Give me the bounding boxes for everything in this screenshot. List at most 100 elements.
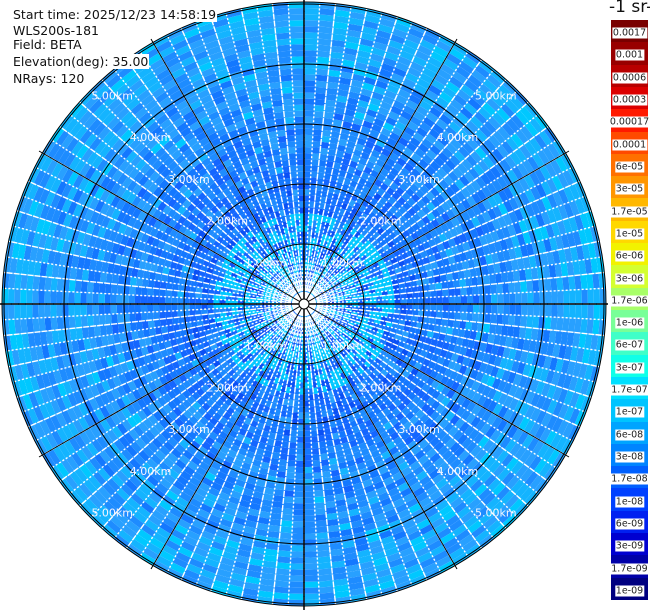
range-gate (277, 550, 291, 558)
range-gate (394, 456, 406, 467)
range-gate (476, 246, 485, 258)
range-gate (62, 278, 70, 292)
range-gate (321, 135, 331, 143)
range-gate (377, 342, 385, 350)
range-gate (371, 361, 380, 369)
range-gate (447, 237, 457, 248)
range-gate (394, 94, 409, 105)
range-gate (343, 355, 350, 363)
range-gate (461, 337, 470, 348)
range-gate (475, 176, 487, 189)
range-gate (351, 73, 365, 83)
range-gate (526, 315, 534, 328)
range-gate (323, 275, 329, 282)
range-gate (452, 166, 464, 179)
range-gate (513, 502, 529, 518)
range-gate (471, 501, 486, 516)
range-gate (463, 424, 475, 437)
range-gate (381, 267, 389, 274)
range-gate (280, 526, 293, 534)
range-gate (447, 425, 459, 438)
range-gate (320, 266, 326, 273)
ray-gap (303, 3, 337, 299)
range-gate (375, 112, 388, 122)
range-gate (384, 89, 398, 100)
range-gate (458, 533, 475, 548)
range-gate (316, 56, 330, 64)
range-gate (357, 374, 365, 383)
range-gate (280, 447, 289, 455)
range-gate (494, 162, 507, 176)
range-gate (419, 556, 436, 569)
range-gate (543, 238, 553, 253)
range-gate (420, 271, 429, 279)
range-gate (391, 471, 404, 482)
range-gate (377, 247, 385, 255)
range-gate (348, 321, 355, 327)
range-gate (338, 336, 345, 343)
range-gate (540, 252, 549, 267)
range-gate (432, 331, 440, 340)
range-gate (385, 481, 398, 492)
range-gate (473, 340, 482, 351)
range-gate (418, 291, 425, 298)
range-gate (291, 545, 304, 552)
range-gate (399, 546, 415, 558)
range-gate (491, 179, 503, 193)
range-gate (460, 409, 472, 422)
range-gate (369, 545, 385, 555)
range-gate (373, 480, 386, 491)
range-gate (461, 55, 478, 70)
range-gate (466, 304, 474, 313)
range-gate (336, 352, 344, 360)
range-gate (437, 151, 450, 164)
range-gate (460, 304, 468, 313)
range-gate (287, 454, 297, 461)
range-gate (342, 348, 349, 356)
range-gate (8, 273, 16, 289)
range-gate (552, 191, 564, 207)
range-gate (484, 425, 497, 439)
range-gate (393, 22, 411, 34)
range-gate (581, 289, 588, 304)
range-gate (447, 343, 456, 353)
range-gate (326, 271, 333, 278)
range-gate (105, 314, 112, 325)
range-gate (382, 308, 389, 313)
range-gate (159, 304, 166, 312)
range-gate (563, 405, 575, 422)
range-gate (332, 268, 339, 275)
range-gate (313, 490, 325, 497)
range-gate (439, 532, 456, 545)
ray-gap (305, 309, 428, 581)
range-gate (412, 298, 419, 304)
range-gate (355, 258, 363, 265)
range-gate (416, 518, 431, 530)
range-gate (275, 568, 291, 576)
range-gate (345, 382, 353, 391)
range-gate (524, 121, 539, 138)
range-gate (527, 304, 534, 316)
range-gate (514, 281, 522, 293)
range-gate (537, 239, 547, 254)
range-gate (478, 534, 495, 549)
range-gate (435, 317, 443, 326)
range-gate (364, 304, 371, 308)
range-gate (539, 165, 552, 181)
range-gate (569, 200, 580, 217)
range-gate (32, 304, 39, 319)
range-gate (415, 470, 429, 482)
range-gate (384, 372, 394, 381)
range-gate (328, 264, 335, 272)
ray-gap (309, 256, 603, 304)
range-gate (435, 215, 446, 226)
range-gate (514, 246, 523, 259)
range-gate (364, 368, 373, 376)
range-gate (478, 234, 488, 247)
range-gate (340, 436, 349, 444)
range-gate (335, 320, 342, 326)
range-gate (431, 123, 445, 135)
range-gate (141, 287, 148, 296)
range-gate (372, 454, 384, 464)
range-gate (332, 260, 339, 267)
